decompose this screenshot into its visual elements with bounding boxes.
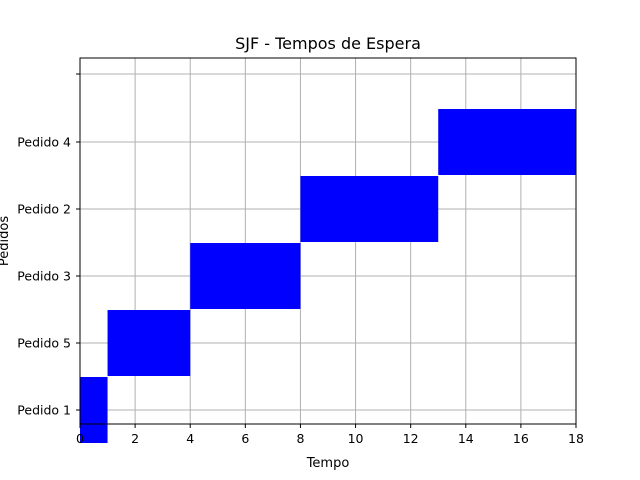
wait-bar [300,176,439,242]
x-tick-label: 8 [296,431,304,446]
wait-bar [107,310,191,376]
y-axis-label: Pedidos [0,216,12,266]
x-axis-label: Tempo [306,456,350,471]
y-tick-label: Pedido 3 [17,269,71,284]
wait-bar [190,243,301,309]
y-tick-label: Pedido 5 [17,336,71,351]
x-tick-label: 4 [186,431,194,446]
y-tick-label: Pedido 1 [17,403,71,418]
x-tick-label: 16 [513,431,529,446]
chart-title: SJF - Tempos de Espera [235,34,421,53]
bars [80,109,576,443]
x-tick-label: 6 [241,431,249,446]
y-tick-label: Pedido 4 [17,135,71,150]
x-tick-label: 18 [568,431,584,446]
wait-bar [438,109,576,175]
y-ticks: Pedido 1 Pedido 5 Pedido 3 Pedido 2 Pedido 4 [17,73,80,418]
y-tick-label: Pedido 2 [17,202,71,217]
x-ticks: 0 2 4 6 8 10 12 14 16 18 [76,424,584,446]
plot-frame [79,57,577,425]
x-tick-label: 12 [403,431,419,446]
x-tick-label: 14 [458,431,474,446]
x-tick-label: 2 [131,431,139,446]
x-tick-label: 10 [348,431,364,446]
wait-bar [80,377,108,443]
x-tick-label: 0 [76,431,84,446]
